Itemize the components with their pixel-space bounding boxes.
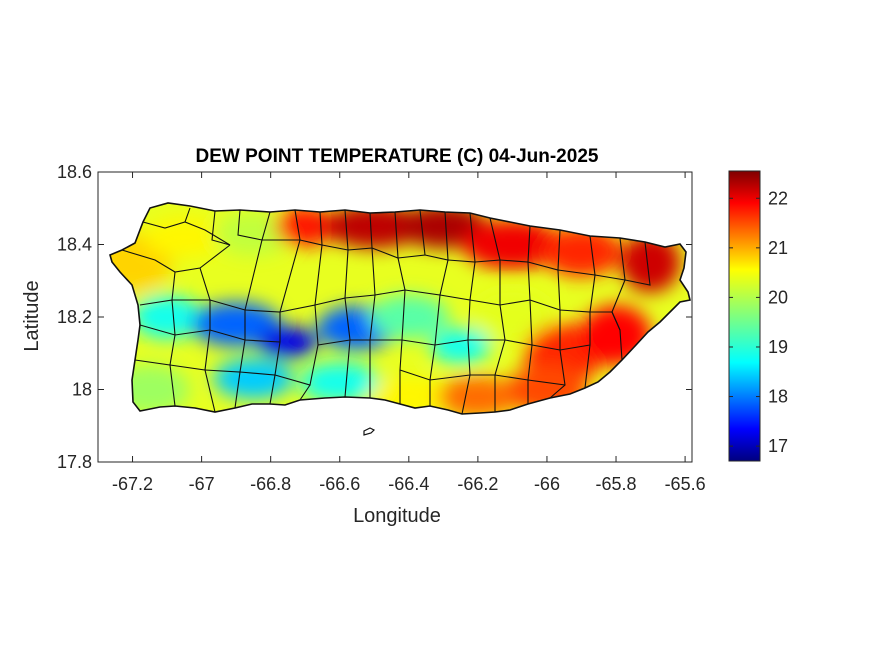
field-blob xyxy=(462,219,563,270)
colorbar-ticks: 17 18 19 20 21 22 xyxy=(729,188,788,456)
field-blob xyxy=(437,376,518,414)
colorbar-tick-label: 18 xyxy=(768,387,788,407)
field-blob xyxy=(430,328,491,364)
municipality-boundary xyxy=(527,299,533,404)
municipality-boundary xyxy=(204,369,216,413)
municipality-boundary xyxy=(299,384,311,401)
x-tick-label: -66.6 xyxy=(319,474,360,494)
y-tick-label: 18 xyxy=(72,380,92,400)
x-tick-label: -66 xyxy=(534,474,560,494)
municipality-boundary xyxy=(399,369,566,386)
field-blob xyxy=(324,204,425,249)
municipality-boundary xyxy=(239,312,281,376)
municipality-boundary xyxy=(204,310,246,373)
colorbar-tick-label: 17 xyxy=(768,436,788,456)
field-blob xyxy=(213,211,294,256)
municipality-boundary xyxy=(211,210,231,246)
x-tick-label: -66.2 xyxy=(457,474,498,494)
y-tick-label: 17.8 xyxy=(57,452,92,472)
x-tick-label: -67.2 xyxy=(112,474,153,494)
municipality-boundary xyxy=(399,289,406,404)
colorbar-tick-label: 22 xyxy=(768,188,788,208)
colorbar-tick-label: 21 xyxy=(768,238,788,258)
municipality-boundary xyxy=(237,209,271,241)
colorbar xyxy=(728,170,761,462)
field-blob xyxy=(472,292,553,342)
municipality-boundary xyxy=(611,311,623,361)
municipality-boundary xyxy=(461,299,471,415)
field-blob xyxy=(368,295,449,339)
municipality-boundary xyxy=(611,241,651,313)
municipality-boundary xyxy=(134,299,176,366)
municipality-boundary xyxy=(317,339,402,346)
y-tick-label: 18.2 xyxy=(57,307,92,327)
y-tick-label: 18.6 xyxy=(57,162,92,182)
x-tick-label: -65.8 xyxy=(596,474,637,494)
chart-title: DEW POINT TEMPERATURE (C) 04-Jun-2025 xyxy=(196,146,599,167)
municipality-boundary xyxy=(169,300,211,371)
x-tick-label: -65.6 xyxy=(665,474,706,494)
field-blob xyxy=(191,302,282,347)
colorbar-tick-label: 20 xyxy=(768,287,788,307)
municipality-boundary xyxy=(274,304,319,386)
municipality-boundary xyxy=(494,304,506,412)
x-axis-ticks: -67.2 -67 -66.8 -66.6 -66.4 -66.2 -66 -65.8 -65.… xyxy=(112,172,706,494)
y-axis-label: Latitude xyxy=(21,280,43,351)
municipality-boundaries xyxy=(121,207,651,415)
x-tick-label: -66.4 xyxy=(388,474,429,494)
municipality-boundary xyxy=(184,207,191,223)
field-blob xyxy=(257,326,318,359)
y-axis-ticks: 17.8 18 18.2 18.4 18.6 xyxy=(57,162,692,472)
municipality-boundary xyxy=(549,310,566,399)
field-blob xyxy=(541,226,622,277)
field-blob xyxy=(213,358,294,399)
municipality-boundary xyxy=(234,371,241,409)
x-tick-label: -66.8 xyxy=(250,474,291,494)
caja-de-muertos-island xyxy=(363,427,376,436)
municipality-boundary xyxy=(401,339,591,351)
municipality-boundary xyxy=(169,364,176,407)
coastline xyxy=(109,202,691,415)
field-blob xyxy=(299,362,380,403)
colorbar-tick-label: 19 xyxy=(768,337,788,357)
municipality-boundary xyxy=(269,374,276,405)
municipality-boundary xyxy=(429,294,441,406)
x-axis-label: Longitude xyxy=(353,505,441,527)
y-tick-label: 18.4 xyxy=(57,235,92,255)
x-tick-label: -67 xyxy=(189,474,215,494)
